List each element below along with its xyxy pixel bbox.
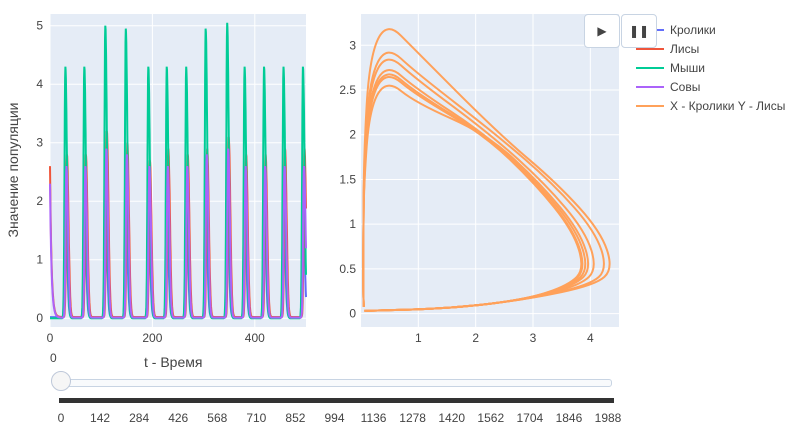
play-icon: ▶ — [597, 24, 607, 38]
x-tick-label: 3 — [530, 331, 537, 345]
slider-current-value: 0 — [50, 351, 57, 365]
slider-tick-label[interactable]: 710 — [246, 411, 267, 425]
slider-tick-label[interactable]: 1988 — [594, 411, 622, 425]
slider-tick-label[interactable]: 1420 — [438, 411, 466, 425]
slider-tick-label[interactable]: 142 — [90, 411, 111, 425]
play-button[interactable]: ▶ — [584, 14, 620, 48]
slider-grip[interactable] — [51, 371, 71, 391]
legend: Кролики Лисы Мыши Совы X - Кролики Y - Лисы — [636, 23, 785, 113]
slider-tick-label[interactable]: 1846 — [555, 411, 583, 425]
slider-tick-label[interactable]: 0 — [57, 411, 65, 425]
slider-tick-label[interactable]: 426 — [168, 411, 189, 425]
y-tick-label: 0 — [349, 307, 356, 321]
slider-rail[interactable] — [52, 379, 612, 387]
slider-tick-label[interactable]: 852 — [285, 411, 306, 425]
y-tick-label: 2.5 — [339, 83, 356, 97]
slider-tick-bar — [59, 398, 614, 403]
x-tick-label: 2 — [472, 331, 479, 345]
slider-tick-label[interactable]: 1562 — [477, 411, 505, 425]
pause-icon: ❚❚ — [628, 24, 650, 38]
legend-label[interactable]: Кролики — [670, 23, 716, 37]
x-tick-label: 1 — [415, 331, 422, 345]
phase-loop[interactable] — [362, 76, 583, 312]
x-tick-label: 0 — [47, 331, 54, 345]
slider-tick-label[interactable]: 284 — [129, 411, 150, 425]
y-tick-label: 3 — [36, 136, 43, 150]
legend-label[interactable]: X - Кролики Y - Лисы — [670, 99, 785, 113]
y-tick-label: 2 — [36, 194, 43, 208]
slider-tick-label[interactable]: 994 — [324, 411, 345, 425]
plot-area-phase[interactable] — [361, 14, 619, 327]
x-tick-label: 400 — [245, 331, 265, 345]
y-tick-label: 1 — [36, 253, 43, 267]
x-tick-label: 4 — [587, 331, 594, 345]
slider-tick-label[interactable]: 1278 — [399, 411, 426, 425]
legend-label[interactable]: Совы — [670, 80, 700, 94]
slider-tick-label[interactable]: 1704 — [516, 411, 544, 425]
slider-tick-label[interactable]: 1136 — [360, 411, 387, 425]
y-tick-label: 5 — [36, 19, 43, 33]
figure: 0 1 2 3 4 5 0 200 400 Значение популяции 0 0.5 1 1.… — [5, 14, 785, 345]
pause-button[interactable]: ❚❚ — [621, 14, 657, 48]
y-tick-label: 3 — [349, 38, 356, 52]
legend-label[interactable]: Лисы — [670, 42, 699, 56]
legend-label[interactable]: Мыши — [670, 61, 705, 75]
y-tick-label: 4 — [36, 77, 43, 91]
y-tick-label: 2 — [349, 128, 356, 142]
y-tick-label: 1.5 — [339, 172, 356, 186]
x-axis-title: t - Время — [144, 354, 203, 370]
slider-tick-label[interactable]: 568 — [207, 411, 228, 425]
y-tick-label: 0 — [36, 311, 43, 325]
time-slider[interactable]: 0 0 142 284 426 568 710 852 994 1136 1278 1420 1562… — [0, 345, 809, 435]
y-tick-label: 1 — [349, 217, 356, 231]
series-line-Совы[interactable] — [49, 148, 307, 319]
y-axis-title: Значение популяции — [5, 102, 21, 237]
x-tick-label: 200 — [142, 331, 162, 345]
y-tick-label: 0.5 — [339, 262, 356, 276]
